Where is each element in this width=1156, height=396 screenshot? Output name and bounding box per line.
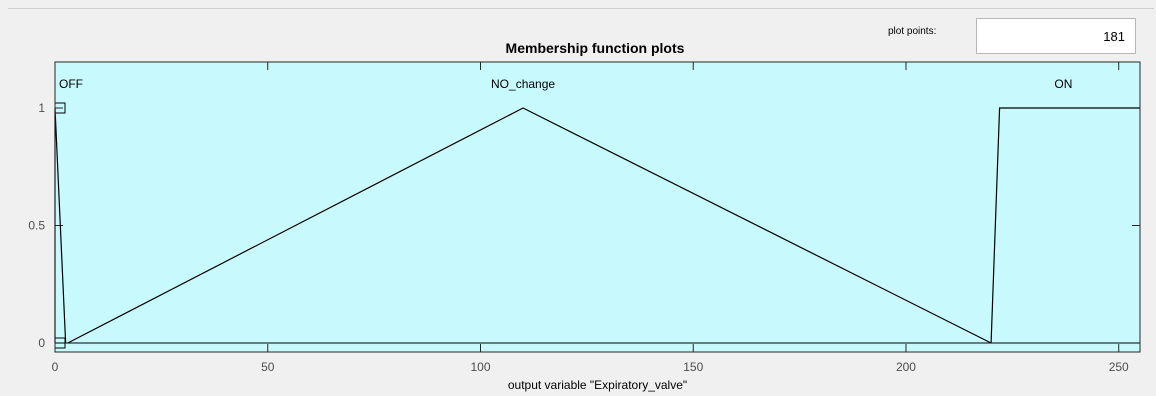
plot-background[interactable] [55, 62, 1140, 352]
y-tick-label: 0 [38, 336, 45, 350]
series-line-no_change[interactable] [67, 107, 992, 344]
y-tick-label: 0.5 [28, 219, 45, 233]
x-axis-label: output variable "Expiratory_valve" [508, 378, 687, 392]
x-tick-label: 250 [1109, 360, 1129, 374]
plot-points-input[interactable] [976, 18, 1136, 54]
x-tick-label: 0 [52, 360, 59, 374]
y-tick-label: 1 [38, 101, 45, 115]
plot-border [54, 61, 1141, 353]
series-line-on[interactable] [990, 107, 1140, 344]
mf-label-no_change[interactable]: NO_change [491, 77, 555, 91]
mf-label-on[interactable]: ON [1054, 77, 1072, 91]
x-tick-label: 50 [261, 360, 275, 374]
x-tick-label: 150 [683, 360, 703, 374]
x-tick-label: 100 [470, 360, 490, 374]
mf-label-off[interactable]: OFF [59, 77, 83, 91]
plot-points-label: plot points: [888, 26, 937, 37]
x-tick-label: 200 [896, 360, 916, 374]
